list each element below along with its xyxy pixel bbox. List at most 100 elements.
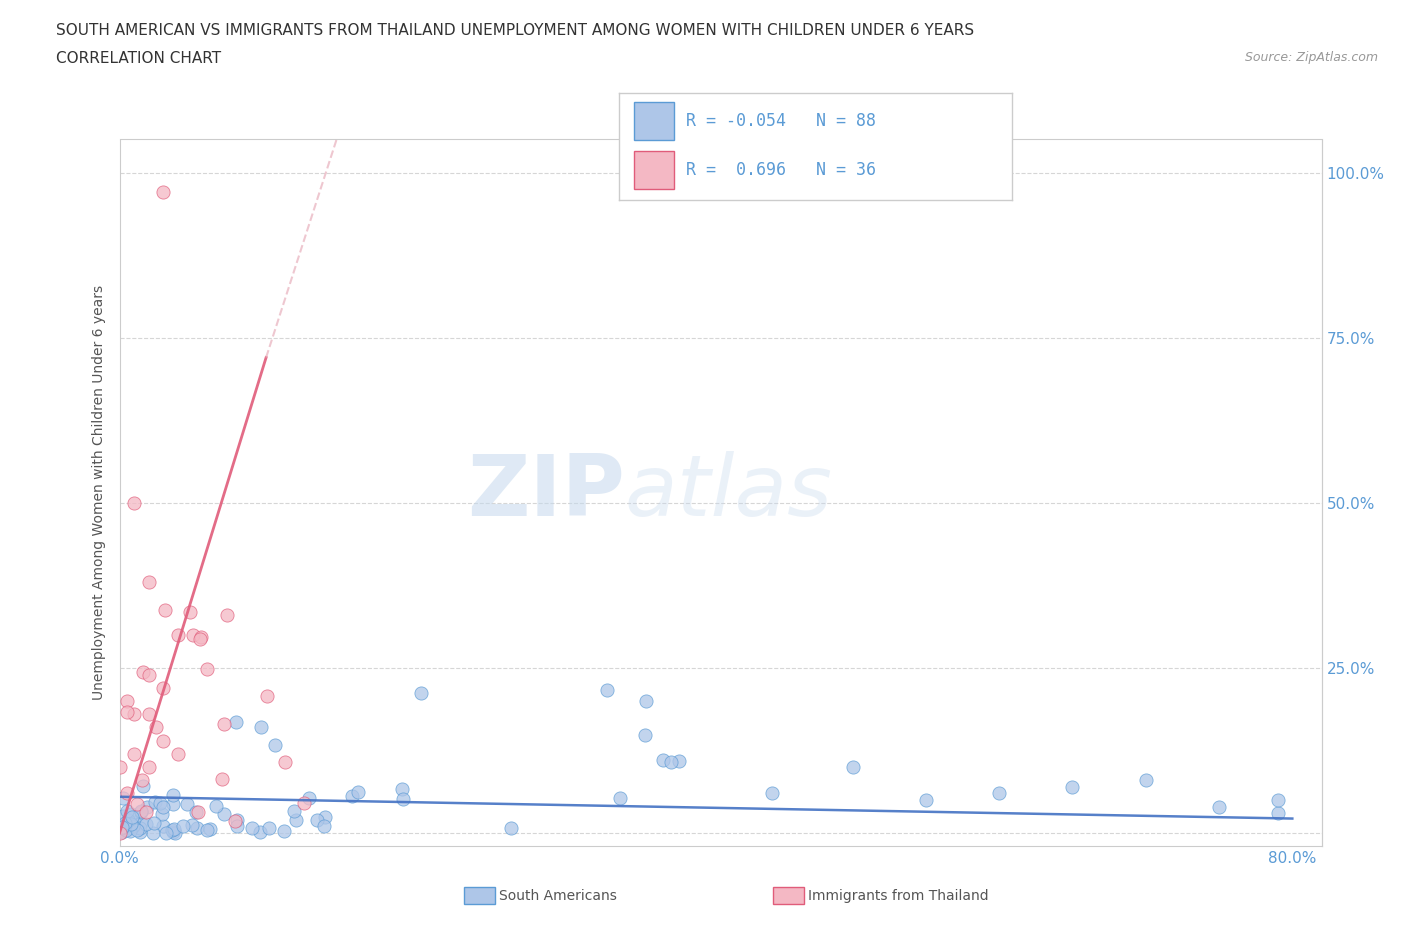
Point bbox=[110, 826, 132, 841]
Bar bbox=[634, 101, 673, 140]
Point bbox=[118, 821, 141, 836]
Point bbox=[172, 818, 194, 833]
Point bbox=[127, 796, 149, 811]
Point bbox=[167, 628, 190, 643]
Point bbox=[914, 792, 936, 807]
Point bbox=[409, 685, 432, 700]
Point bbox=[1135, 773, 1157, 788]
Point bbox=[138, 707, 160, 722]
Point bbox=[257, 820, 280, 835]
Text: R = -0.054   N = 88: R = -0.054 N = 88 bbox=[686, 112, 876, 130]
Point bbox=[152, 818, 174, 833]
Point bbox=[240, 820, 263, 835]
Point bbox=[340, 789, 363, 804]
Point bbox=[314, 818, 336, 833]
Point bbox=[152, 733, 174, 748]
Point bbox=[214, 716, 236, 731]
Point bbox=[285, 813, 308, 828]
Point bbox=[152, 185, 174, 200]
Point bbox=[188, 631, 211, 646]
Point bbox=[314, 809, 336, 824]
Point bbox=[1267, 805, 1289, 820]
Point bbox=[129, 816, 152, 830]
Point bbox=[181, 628, 204, 643]
Point bbox=[668, 753, 690, 768]
Point bbox=[609, 790, 631, 805]
Point bbox=[180, 817, 202, 832]
Point bbox=[118, 820, 141, 835]
Point bbox=[138, 668, 160, 683]
Point bbox=[162, 825, 184, 840]
Point bbox=[135, 817, 157, 831]
Point bbox=[136, 800, 159, 815]
Point bbox=[197, 661, 219, 676]
Point bbox=[652, 752, 675, 767]
Point bbox=[211, 771, 233, 786]
Point bbox=[249, 720, 271, 735]
Point bbox=[110, 824, 132, 839]
Point bbox=[125, 822, 148, 837]
Y-axis label: Unemployment Among Women with Children Under 6 years: Unemployment Among Women with Children U… bbox=[93, 286, 107, 700]
Point bbox=[292, 795, 315, 810]
Point bbox=[256, 688, 278, 703]
Point bbox=[122, 815, 145, 830]
Point bbox=[226, 812, 249, 827]
Text: atlas: atlas bbox=[624, 451, 832, 535]
Point bbox=[988, 786, 1011, 801]
Point bbox=[138, 575, 160, 590]
Point bbox=[120, 806, 142, 821]
Point bbox=[121, 810, 143, 825]
Text: R =  0.696   N = 36: R = 0.696 N = 36 bbox=[686, 161, 876, 179]
Point bbox=[841, 760, 863, 775]
Point bbox=[122, 747, 145, 762]
Point bbox=[163, 825, 186, 840]
Point bbox=[499, 820, 522, 835]
Point bbox=[111, 808, 134, 823]
Point bbox=[298, 790, 321, 805]
Point bbox=[179, 604, 201, 619]
Point bbox=[264, 737, 287, 752]
Point bbox=[110, 820, 132, 835]
Point bbox=[114, 816, 136, 830]
Point bbox=[108, 760, 131, 775]
Point bbox=[225, 715, 247, 730]
Text: Source: ZipAtlas.com: Source: ZipAtlas.com bbox=[1244, 51, 1378, 64]
Point bbox=[1267, 792, 1289, 807]
Point bbox=[225, 818, 247, 833]
Point bbox=[121, 818, 143, 833]
Point bbox=[634, 728, 657, 743]
Point bbox=[115, 786, 138, 801]
Bar bbox=[634, 151, 673, 190]
Point bbox=[114, 823, 136, 838]
Point bbox=[195, 822, 218, 837]
Point bbox=[153, 603, 176, 618]
Point bbox=[214, 806, 236, 821]
Point bbox=[152, 681, 174, 696]
Point bbox=[115, 804, 138, 818]
Point bbox=[135, 804, 157, 819]
Point bbox=[142, 816, 165, 830]
Point bbox=[392, 791, 415, 806]
Point bbox=[187, 804, 209, 819]
Point bbox=[145, 720, 167, 735]
Point bbox=[120, 817, 142, 831]
Point bbox=[138, 760, 160, 775]
Text: Immigrants from Thailand: Immigrants from Thailand bbox=[808, 888, 988, 903]
Point bbox=[273, 754, 295, 769]
Text: South Americans: South Americans bbox=[499, 888, 617, 903]
Point bbox=[115, 694, 138, 709]
Point bbox=[112, 790, 135, 805]
Point bbox=[117, 812, 139, 827]
Point bbox=[143, 794, 166, 809]
Point bbox=[120, 823, 142, 838]
Point bbox=[163, 821, 186, 836]
Point bbox=[184, 804, 207, 819]
Point bbox=[224, 814, 246, 829]
Point bbox=[152, 800, 174, 815]
Text: CORRELATION CHART: CORRELATION CHART bbox=[56, 51, 221, 66]
Point bbox=[162, 788, 184, 803]
Point bbox=[115, 704, 138, 719]
Point bbox=[142, 825, 165, 840]
Point bbox=[391, 782, 413, 797]
Point bbox=[122, 496, 145, 511]
